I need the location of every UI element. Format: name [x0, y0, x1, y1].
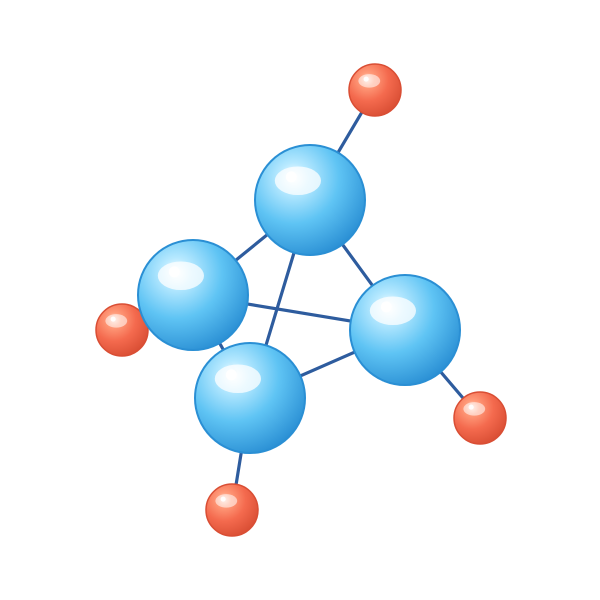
atom-large [138, 240, 248, 350]
atom-large [195, 343, 305, 453]
atom-small [349, 64, 401, 116]
atom-small [206, 484, 258, 536]
atom-small [454, 392, 506, 444]
molecule-diagram [0, 0, 600, 600]
atom-large [255, 145, 365, 255]
atom-large [350, 275, 460, 385]
